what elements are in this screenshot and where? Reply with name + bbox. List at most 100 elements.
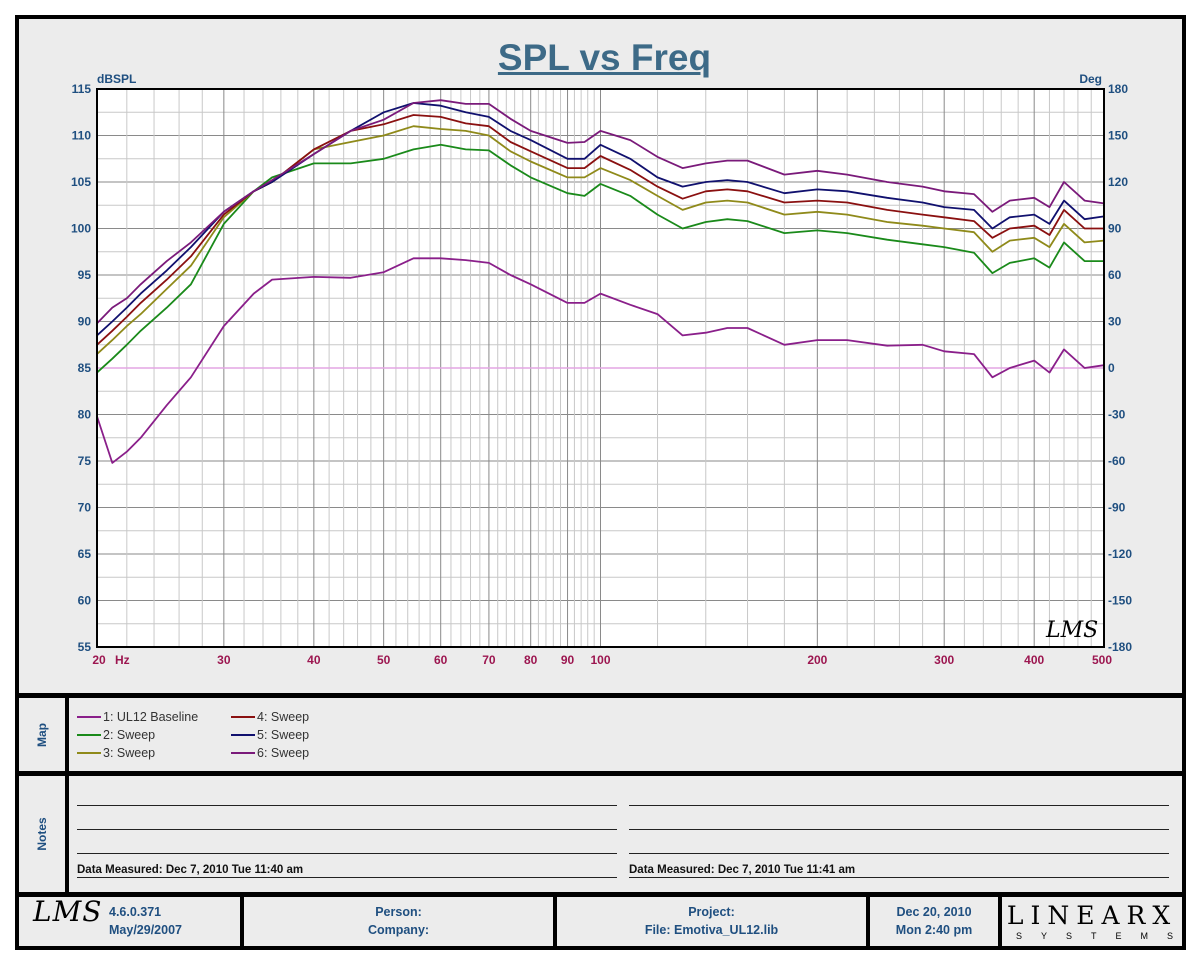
linearx-logo: LINEARX SYSTEMS xyxy=(1006,901,1193,941)
x-unit-label: Hz xyxy=(115,653,130,667)
legend-swatch xyxy=(231,715,255,718)
y-tick-label: 55 xyxy=(78,640,92,654)
note-line xyxy=(629,805,1169,806)
note-line xyxy=(77,829,617,830)
person-cell: Person: Company: xyxy=(244,897,557,946)
notes-panel: Notes Data Measured: Dec 7, 2010 Tue 11:… xyxy=(19,776,1182,892)
legend-label: 5: Sweep xyxy=(257,727,310,742)
map-side-label: Map xyxy=(19,698,69,771)
y-tick-label: 85 xyxy=(78,361,92,375)
legend-label: 1: UL12 Baseline xyxy=(103,709,199,724)
legend-swatch xyxy=(77,715,101,718)
note-line xyxy=(77,805,617,806)
spl-chart: 115 110 105 100 95 90 85 80 75 70 65 60 55 180 150 120 9… xyxy=(71,72,1132,667)
series-line-2 xyxy=(96,143,1104,374)
y2-tick-label: 30 xyxy=(1108,315,1122,329)
legend-swatch xyxy=(77,751,101,754)
y2-tick-label: -180 xyxy=(1108,640,1132,654)
legend: 1: UL12 Baseline 4: Sweep 2: Sweep 5: Sweep… xyxy=(77,708,381,761)
legend-swatch xyxy=(231,733,255,736)
y-axis-label: dBSPL xyxy=(97,72,136,86)
y2-tick-label: -150 xyxy=(1108,594,1132,608)
y2-tick-label: -120 xyxy=(1108,547,1132,561)
y2-tick-label: -90 xyxy=(1108,501,1126,515)
x-tick-label: 50 xyxy=(377,653,391,667)
legend-label: 3: Sweep xyxy=(103,745,156,760)
divider xyxy=(19,771,1182,776)
lms-watermark-logo: LMS xyxy=(1045,618,1098,643)
legend-item: 5: Sweep xyxy=(231,726,381,743)
y2-tick-label: 60 xyxy=(1108,268,1122,282)
note-line xyxy=(629,829,1169,830)
date-cell: Dec 20, 2010 Mon 2:40 pm xyxy=(870,897,1002,946)
y-tick-label: 90 xyxy=(78,315,92,329)
y-tick-label: 95 xyxy=(78,268,92,282)
x-tick-label: 80 xyxy=(524,653,538,667)
project-label: Project: xyxy=(688,905,735,919)
x-tick-label: 500 xyxy=(1092,653,1112,667)
x-tick-label: 30 xyxy=(217,653,231,667)
footer: LMS 4.6.0.371 May/29/2007 Person: Compan… xyxy=(19,897,1182,946)
legend-label: 2: Sweep xyxy=(103,727,156,742)
y-tick-label: 100 xyxy=(71,222,91,236)
y-tick-label: 70 xyxy=(78,501,92,515)
y-tick-label: 80 xyxy=(78,408,92,422)
note-line xyxy=(629,877,1169,878)
y2-tick-label: 120 xyxy=(1108,175,1128,189)
legend-label: 6: Sweep xyxy=(257,745,310,760)
x-tick-label: 300 xyxy=(934,653,954,667)
notes-side-label: Notes xyxy=(19,776,69,892)
plot-border xyxy=(96,88,1105,648)
left-measured-date: Data Measured: Dec 7, 2010 Tue 11:40 am xyxy=(77,864,304,876)
legend-swatch xyxy=(77,733,101,736)
project-file: File: Emotiva_UL12.lib xyxy=(644,923,779,937)
legend-item: 6: Sweep xyxy=(231,744,381,761)
y2-axis-label: Deg xyxy=(1079,72,1102,86)
x-tick-label: 70 xyxy=(482,653,496,667)
note-line xyxy=(77,877,617,878)
chart-title: SPL vs Freq xyxy=(497,37,712,78)
note-line xyxy=(77,853,617,854)
legend-item: 2: Sweep xyxy=(77,726,231,743)
y-tick-label: 65 xyxy=(78,547,92,561)
x-tick-label: 90 xyxy=(561,653,575,667)
y2-tick-label: 90 xyxy=(1108,222,1122,236)
y2-tick-label: 0 xyxy=(1108,361,1115,375)
legend-label: 4: Sweep xyxy=(257,709,310,724)
y2-tick-label: 180 xyxy=(1108,82,1128,96)
y2-tick-label: -60 xyxy=(1108,454,1126,468)
legend-item: 1: UL12 Baseline xyxy=(77,708,231,725)
map-panel: Map 1: UL12 Baseline 4: Sweep 2: Sweep 5: S… xyxy=(19,698,1182,771)
legend-item: 4: Sweep xyxy=(231,708,381,725)
print-date: Dec 20, 2010 xyxy=(896,905,972,919)
y2-tick-label: -30 xyxy=(1108,408,1126,422)
version: 4.6.0.371 xyxy=(109,905,162,919)
x-tick-label: 20 xyxy=(92,653,106,667)
y-tick-label: 75 xyxy=(78,454,92,468)
series-line-6 xyxy=(96,99,1105,325)
lms-logo: LMS xyxy=(33,895,103,928)
legend-item: 3: Sweep xyxy=(77,744,231,761)
person-label: Person: xyxy=(375,905,422,919)
note-line xyxy=(629,853,1169,854)
x-tick-label: 100 xyxy=(590,653,610,667)
divider xyxy=(19,693,1182,698)
right-measured-date: Data Measured: Dec 7, 2010 Tue 11:41 am xyxy=(629,864,856,876)
y-tick-label: 105 xyxy=(71,175,91,189)
x-tick-label: 60 xyxy=(434,653,448,667)
x-tick-label: 400 xyxy=(1024,653,1044,667)
y-tick-label: 60 xyxy=(78,594,92,608)
report-frame: SPL vs Freq 115 110 105 100 95 90 85 80 75 70 65 60… xyxy=(15,15,1186,950)
x-tick-label: 40 xyxy=(307,653,321,667)
y-tick-label: 110 xyxy=(72,129,92,143)
print-time: Mon 2:40 pm xyxy=(895,923,973,937)
version-date: May/29/2007 xyxy=(109,923,182,937)
version-cell: LMS 4.6.0.371 May/29/2007 xyxy=(19,897,244,946)
divider xyxy=(19,892,1182,897)
project-cell: Project: File: Emotiva_UL12.lib xyxy=(557,897,870,946)
y-tick-label: 115 xyxy=(72,82,92,96)
series-line-1 xyxy=(96,257,1105,464)
legend-swatch xyxy=(231,751,255,754)
company-label: Company: xyxy=(367,923,430,937)
y2-tick-label: 150 xyxy=(1108,129,1128,143)
